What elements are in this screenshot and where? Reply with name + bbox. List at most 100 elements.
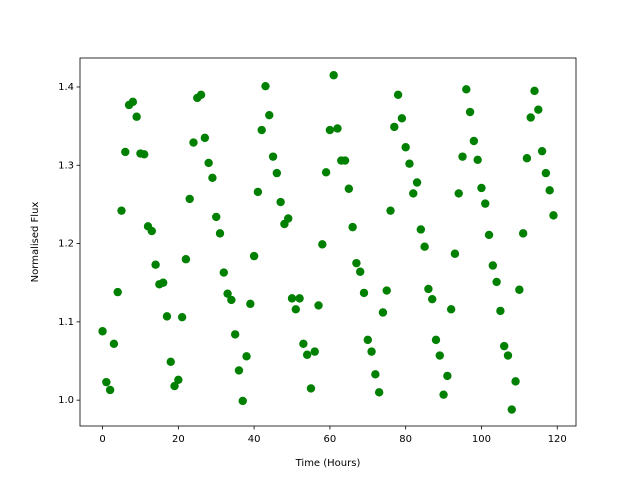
point bbox=[371, 370, 380, 379]
point bbox=[310, 347, 319, 356]
point bbox=[469, 136, 479, 146]
x-tick-label: 80 bbox=[399, 434, 412, 445]
point bbox=[496, 306, 505, 316]
y-tick-label: 1.3 bbox=[58, 160, 74, 171]
point bbox=[378, 308, 388, 317]
point bbox=[329, 71, 338, 80]
point bbox=[390, 122, 399, 132]
point bbox=[374, 388, 384, 397]
point bbox=[503, 351, 513, 360]
point bbox=[481, 199, 490, 208]
point bbox=[189, 138, 198, 147]
point bbox=[249, 251, 259, 261]
point bbox=[405, 159, 414, 168]
point bbox=[549, 211, 558, 220]
point bbox=[272, 168, 282, 178]
point bbox=[462, 85, 471, 94]
point bbox=[223, 289, 232, 298]
point bbox=[541, 168, 551, 178]
point bbox=[537, 146, 547, 156]
point bbox=[412, 178, 422, 187]
point bbox=[261, 81, 270, 91]
x-tick-label: 120 bbox=[548, 434, 567, 445]
point bbox=[348, 222, 357, 232]
point bbox=[105, 385, 115, 395]
point bbox=[177, 312, 187, 322]
point bbox=[151, 260, 160, 269]
point bbox=[314, 301, 323, 310]
point bbox=[522, 154, 532, 163]
point bbox=[446, 305, 456, 314]
point bbox=[439, 390, 448, 399]
point bbox=[458, 152, 467, 161]
point bbox=[325, 125, 335, 135]
point bbox=[242, 352, 251, 361]
point bbox=[268, 152, 278, 161]
y-tick-label: 1.2 bbox=[58, 239, 74, 250]
point bbox=[306, 384, 316, 393]
point bbox=[238, 396, 247, 406]
point bbox=[117, 206, 126, 215]
point bbox=[318, 240, 327, 249]
point bbox=[409, 189, 418, 198]
point bbox=[276, 197, 285, 207]
point bbox=[234, 366, 244, 375]
x-tick-label: 100 bbox=[472, 434, 491, 445]
point bbox=[102, 377, 111, 387]
y-tick-label: 1.0 bbox=[58, 395, 74, 406]
point bbox=[158, 278, 168, 287]
x-tick-label: 0 bbox=[99, 434, 105, 445]
point bbox=[291, 305, 300, 314]
point bbox=[284, 214, 293, 223]
point bbox=[443, 371, 452, 381]
point bbox=[98, 327, 107, 336]
point bbox=[511, 377, 520, 386]
point bbox=[382, 286, 391, 295]
point bbox=[367, 347, 376, 356]
point bbox=[473, 155, 482, 164]
y-axis-label: Normalised Flux bbox=[30, 202, 41, 283]
point bbox=[428, 294, 437, 304]
point bbox=[174, 375, 183, 385]
point bbox=[219, 268, 228, 277]
point bbox=[109, 339, 119, 348]
point bbox=[356, 267, 365, 276]
point bbox=[435, 351, 444, 360]
point bbox=[212, 212, 221, 222]
point bbox=[526, 113, 535, 122]
point bbox=[147, 226, 157, 236]
point bbox=[230, 330, 240, 339]
point bbox=[170, 381, 179, 391]
point bbox=[450, 249, 460, 258]
point bbox=[132, 112, 141, 121]
point bbox=[431, 335, 441, 345]
point bbox=[454, 189, 463, 198]
point bbox=[302, 350, 312, 359]
point bbox=[416, 225, 426, 234]
point bbox=[363, 335, 372, 345]
plot-frame bbox=[79, 57, 577, 427]
point bbox=[488, 261, 498, 270]
point bbox=[393, 90, 403, 100]
point bbox=[181, 255, 191, 264]
point bbox=[265, 110, 274, 120]
point bbox=[340, 156, 350, 165]
point bbox=[196, 90, 206, 100]
point bbox=[534, 105, 543, 114]
point bbox=[465, 107, 475, 117]
x-axis-label: Time (Hours) bbox=[295, 458, 361, 469]
y-tick-label: 1.4 bbox=[58, 82, 74, 93]
point bbox=[352, 258, 361, 268]
point bbox=[397, 114, 407, 123]
point bbox=[113, 287, 122, 297]
point bbox=[477, 183, 486, 193]
point bbox=[424, 284, 433, 294]
y-tick-label: 1.1 bbox=[58, 317, 74, 328]
point bbox=[185, 194, 194, 204]
point bbox=[492, 277, 501, 287]
point bbox=[287, 294, 297, 303]
point bbox=[530, 86, 539, 96]
point bbox=[121, 147, 130, 157]
point bbox=[257, 125, 266, 135]
